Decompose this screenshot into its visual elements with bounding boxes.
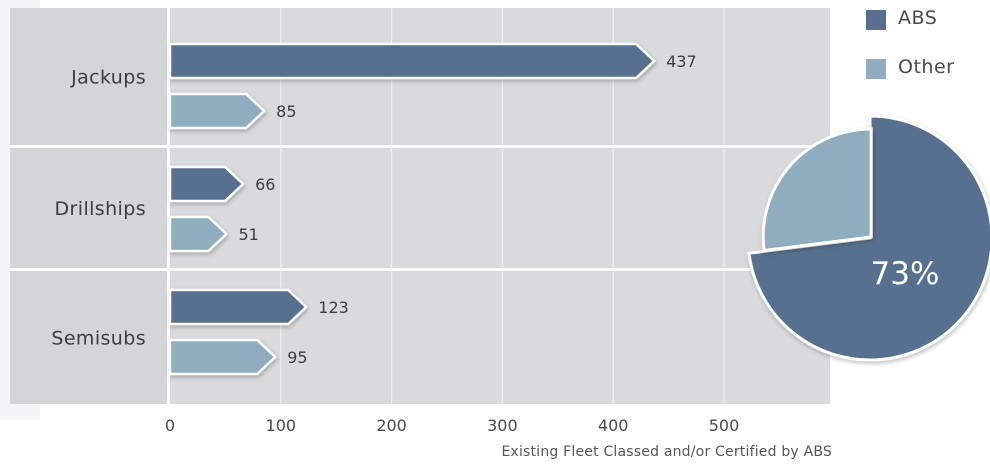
category-panel (10, 148, 167, 268)
bar-other (168, 338, 278, 376)
x-tick-label: 400 (598, 416, 629, 435)
pie-slice-other (761, 127, 873, 253)
x-tick-label: 300 (487, 416, 518, 435)
pie-percentage-label: 73% (870, 256, 940, 292)
bar-abs (168, 165, 245, 203)
category-panel (10, 8, 167, 145)
pie-slice-abs (747, 114, 990, 362)
bar-other (168, 215, 229, 253)
bar-abs (168, 288, 309, 326)
legend-swatch-other (866, 59, 886, 79)
x-tick-label: 500 (709, 416, 740, 435)
bar-value-label: 123 (318, 298, 349, 317)
bar-value-label: 85 (276, 102, 296, 121)
x-tick-label: 0 (165, 416, 175, 435)
bar-value-label: 51 (239, 225, 259, 244)
bar-value-label: 66 (255, 175, 275, 194)
legend-label-abs: ABS (898, 7, 938, 29)
category-label: Semisubs (51, 328, 146, 350)
bar-other (168, 92, 267, 130)
x-tick-label: 200 (376, 416, 407, 435)
legend-swatch-abs (866, 10, 886, 30)
x-tick-label: 100 (266, 416, 297, 435)
category-panel (10, 271, 167, 404)
x-axis-caption: Existing Fleet Classed and/or Certified … (501, 444, 832, 460)
bar-value-label: 437 (666, 52, 697, 71)
bar-value-label: 95 (287, 348, 307, 367)
legend-label-other: Other (898, 56, 955, 78)
category-label: Jackups (70, 67, 146, 89)
bar-abs (168, 42, 657, 80)
category-label: Drillships (55, 198, 146, 220)
